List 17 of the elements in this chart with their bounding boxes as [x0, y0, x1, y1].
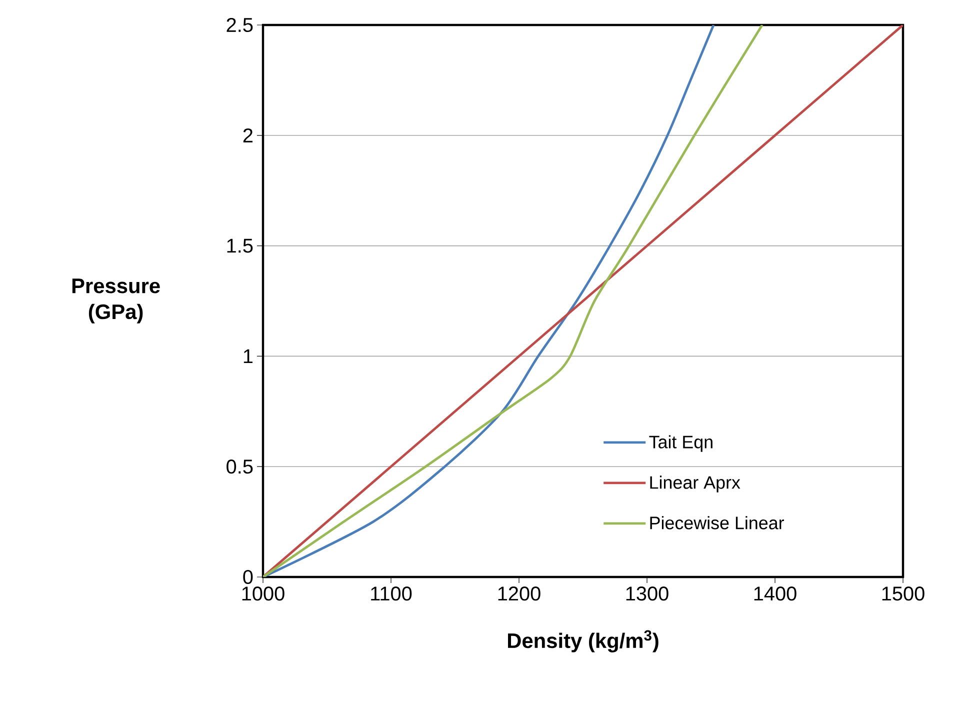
x-tick-label: 1100	[371, 586, 412, 601]
y-tick-label: 0.5	[226, 460, 253, 474]
legend-label: Piecewise Linear	[650, 516, 784, 530]
legend-label: Tait Eqn	[649, 435, 712, 452]
legend-label: Linear Aprx	[650, 476, 740, 492]
x-tick-label: 1000	[242, 586, 284, 601]
y-tick-label: 1.5	[227, 238, 253, 253]
y-tick-label: 2.5	[226, 18, 253, 32]
x-tick-label: 1200	[498, 586, 540, 601]
x-axis-title: Density (kg/m$^{3}$)	[508, 630, 658, 652]
x-tick-label: 1300	[626, 586, 668, 601]
y-tick-label: 0	[243, 570, 253, 584]
y-axis-title: Pressure (GPa)	[72, 278, 160, 324]
y-tick-label: 1	[244, 349, 253, 364]
y-tick-label: 2	[243, 128, 252, 142]
x-tick-label: 1400	[754, 586, 796, 601]
x-tick-label: 1500	[882, 586, 924, 601]
